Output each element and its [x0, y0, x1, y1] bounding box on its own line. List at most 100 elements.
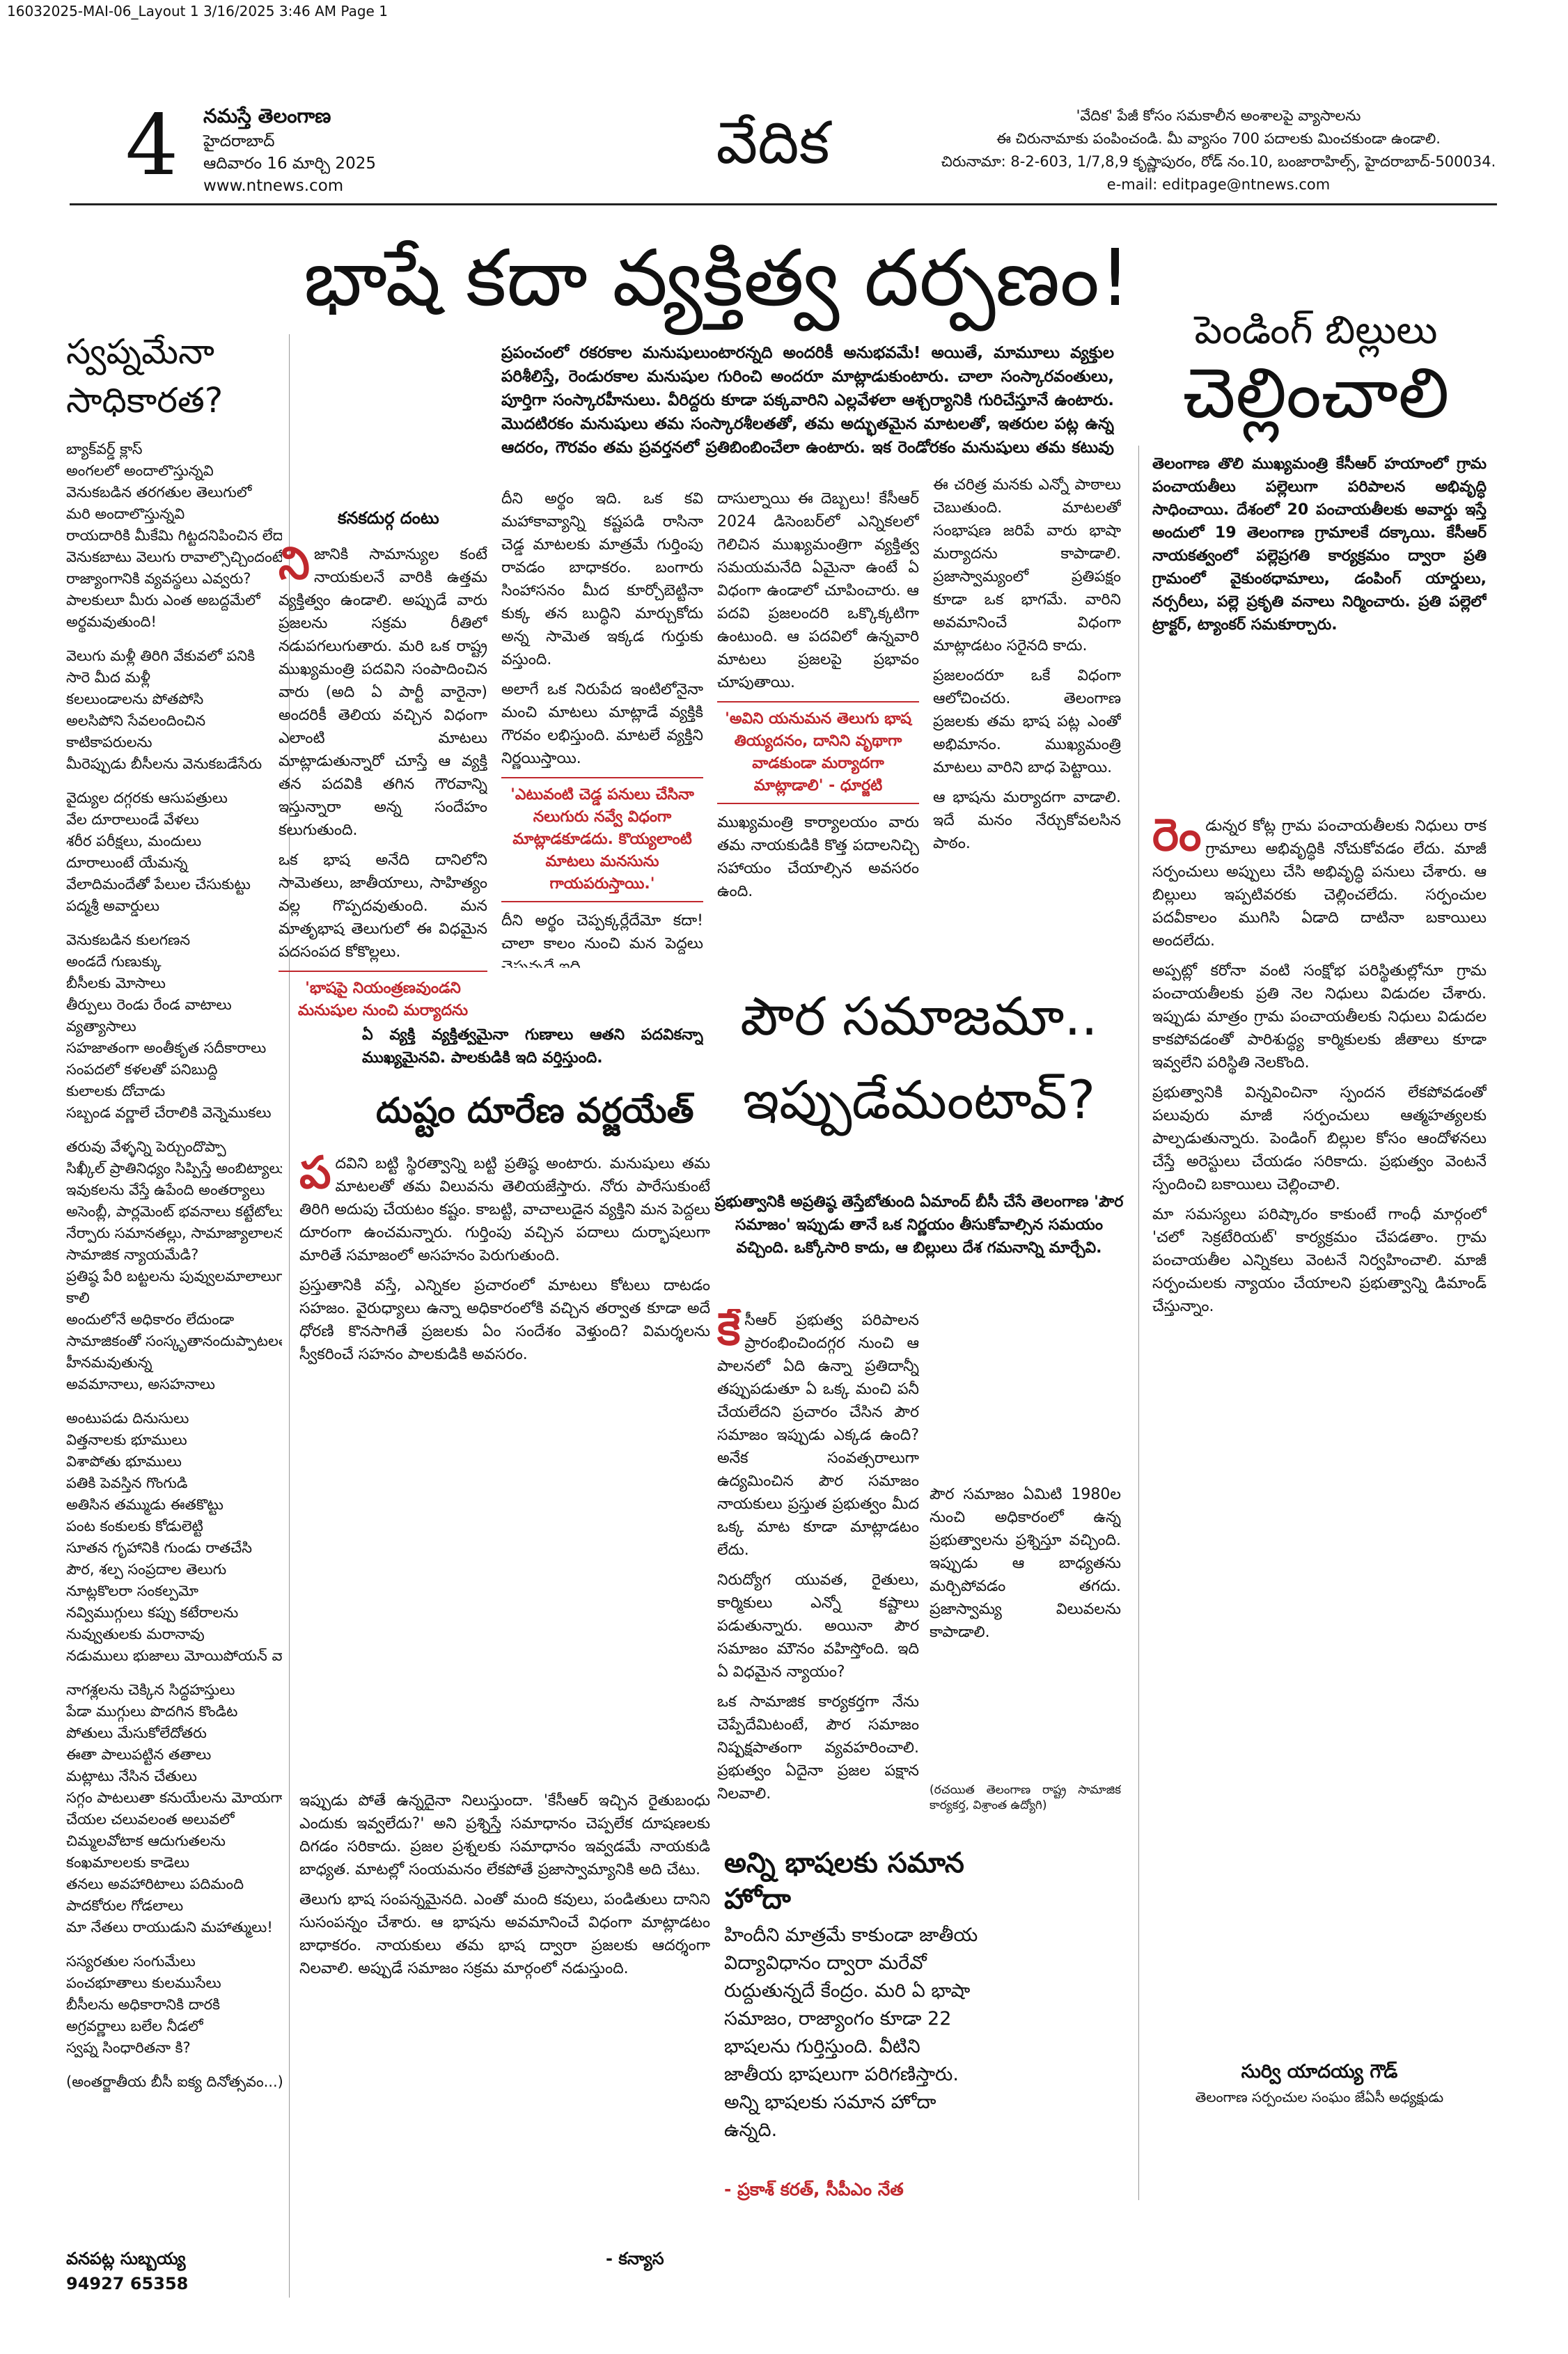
paragraph: దీని అర్థం చెప్పక్కర్లేదేమో కదా! చాలా కా…: [501, 912, 703, 968]
paper-name: నమస్తే తెలంగాణ: [203, 104, 331, 127]
paragraph: ఆ భాషను మర్యాదగా వాడాలి. ఇదే మనం నేర్చుక…: [933, 789, 1121, 852]
stanza: సస్యరతుల సంగుమేలు పంచభూతాలు కులముసేలు బీసీ…: [66, 1951, 282, 2059]
poem-line: తీర్పులు రెండు రేండ వాటాలు: [66, 996, 232, 1013]
poem-line: బ్యాక్‌వర్డ్ క్లాస్: [66, 441, 143, 457]
stanza: వెనుకబడిన కులగణన అండదే గుణుక్కు బీసీలకు మో…: [66, 929, 282, 1124]
poem-line: అవమానాలు, అసహనాలు: [66, 1376, 215, 1392]
poem-line: రాజ్యాంగానికి వ్యవస్థలు ఎవ్వరు?: [66, 570, 251, 587]
poem-line: కాటికాపరులను: [66, 734, 152, 751]
poem-author: వనపట్ల సుబ్బయ్య: [66, 2249, 186, 2268]
poem-line: కులాలకు దోచాడు: [66, 1083, 166, 1099]
poem-line: పోతులు మేసుకోలేదోతరు: [66, 1725, 207, 1741]
civil-headline: పౌర సమాజమా.. ఇప్పుడేమంటావ్?: [740, 985, 1098, 1131]
poem-line: పద్మశ్రీ అవార్డులు: [66, 897, 159, 914]
poem-line: చేయల చలువలంత అలువలో: [66, 1811, 235, 1828]
rule: [70, 203, 1497, 205]
pull-quote: 'అవిని యనుమన తెలుగు భాష తియ్యదనం, దానిని…: [717, 701, 919, 804]
poem-line: పంట కంకులకు కోడులెట్టి: [66, 1518, 203, 1535]
poem-line: అంటుపడు దినుసులు: [66, 1410, 189, 1427]
stanza: అంటుపడు దినుసులు విత్తనాలకు భూములు విశాపోత…: [66, 1408, 282, 1667]
paragraph: పదవిని బట్టి స్థిరత్వాన్ని బట్టి ప్రతిష్…: [299, 1152, 710, 1264]
poem-line: పౌర, శల్ప సంప్రదాల తెలుగు: [66, 1561, 227, 1578]
poem-line: నవ్విముగ్గులు కప్పు కటేరాలను: [66, 1604, 239, 1621]
poem-line: రాయదారికి మీకేమి గిట్టదనిపించిన లేదా: [66, 527, 282, 544]
poem-line: సంపదలో కళలతో పనిబుద్ది: [66, 1061, 218, 1078]
column-rule: [1138, 446, 1139, 2200]
box-body: హిందీని మాత్రమే కాకుండా జాతీయ విద్యావిధా…: [724, 1922, 982, 2172]
poem-line: సగ్గం పాటలుతా కనుయేలను మోయగా: [66, 1789, 282, 1806]
poem-line: అండదే గుణుక్కు: [66, 953, 162, 970]
poem: బ్యాక్‌వర్డ్ క్లాస్ అంగలలో అందాలొస్తున్నవ…: [66, 439, 282, 2200]
lead-intro: ప్రపంచంలో రకరకాల మనుషులుంటారన్నది అందరిక…: [501, 341, 1114, 460]
sidebar-author-role: తెలంగాణ సర్పంచుల సంఘం జేఏసీ అధ్యక్షుడు: [1195, 2089, 1444, 2105]
poem-line: అంగలలో అందాలొస్తున్నవి: [66, 462, 214, 479]
poem-line: సస్యరతుల సంగుమేలు: [66, 1953, 196, 1970]
paragraph: ఏ వ్యక్తి వ్యక్తిత్వమైనా గుణాలు ఆతని పదవ…: [362, 1026, 703, 1067]
paragraph: ఒక సామాజిక కార్యకర్తగా నేను చెప్పేదేమిటం…: [717, 1693, 919, 1803]
poem-line: వెనుకబడిన తరగతుల తెలుగులో: [66, 484, 252, 501]
poem-line: సామాజిక న్యాయమేడి?: [66, 1246, 199, 1263]
poem-line: బీసీలను అధికారానికి దారకి: [66, 1996, 220, 2013]
poem-line: సామాజికంతో సంస్కృతానందుప్పాటలతో: [66, 1333, 282, 1349]
feature-kicker: దుష్టం దూరేణ వర్జయేత్: [376, 1090, 694, 1131]
submission-notice: 'వేదిక' పేజీ కోసం సమకాలీన అంశాలపై వ్యాసా…: [933, 104, 1504, 196]
deck-text: ప్రభుత్వానికి అప్రతిష్ఠ తెస్తేబోతుంది ఏమ…: [714, 1193, 1124, 1257]
poem-line: విశాపోతు భూములు: [66, 1453, 182, 1470]
poem-line: మా నేతలు రాయుడుని మహాత్ములు!: [66, 1919, 273, 1936]
feature-column: ఇప్పుడు పోతే ఉన్నదైనా నిలుస్తుందా. 'కేసీ…: [299, 1789, 710, 2242]
poem-line: తనలు అవహారిటాలు పదిమంది: [66, 1876, 244, 1892]
headline: భాషే కదా వ్యక్తిత్వ దర్పణం!: [304, 233, 1131, 324]
poem-phone: 94927 65358: [66, 2274, 189, 2293]
notice-line: ఈ చిరునామాకు పంపించండి. మీ వ్యాసం 700 పద…: [996, 130, 1441, 147]
poem-line: తరువు వేళ్ళన్ని పెర్చుందొప్పా: [66, 1138, 226, 1155]
paragraph: ఇప్పుడు పోతే ఉన్నదైనా నిలుస్తుందా. 'కేసీ…: [299, 1792, 710, 1878]
sidebar-headline: చెల్లించాలి: [1182, 352, 1450, 434]
poem-line: పాదకోరుల గోడలాలు: [66, 1897, 184, 1914]
paragraph: అలాగే ఒక నిరుపేద ఇంటిలోనైనా మంచి మాటలు మ…: [501, 681, 703, 767]
date: ఆదివారం 16 మార్చి 2025: [203, 155, 376, 173]
pull-quote: 'భాషపై నియంత్రణవుండని మనుషుల నుంచి మర్యా…: [279, 971, 487, 1023]
box-text: హిందీని మాత్రమే కాకుండా జాతీయ విద్యావిధా…: [724, 1924, 978, 2141]
poem-line: కాలి: [66, 1289, 90, 1306]
poem-line: ఈతా పాలుపట్టిన తతాలు: [66, 1746, 212, 1763]
section-name: వేదిక: [716, 109, 830, 177]
poem-line: పాలకులూ మీరు ఎంత అబద్దమేలో: [66, 592, 260, 609]
stanza: వెలుగు మళ్లీ తిరిగి వేకువలో పనికి సారె మీ…: [66, 645, 282, 775]
civil-note: (రచయిత తెలంగాణ రాష్ట్ర సామాజిక కార్యకర్త…: [930, 1782, 1121, 1831]
poem-line: ప్రతిష్ఠ పేరి బట్టలను పువ్వులమాలాలుగా: [66, 1268, 282, 1285]
poem-line: సూతన గృహానికి గుండు రాతచేసి: [66, 1539, 252, 1556]
paragraph: దాసుల్నాయి ఈ దెబ్బలు! కేసీఆర్ 2024 డిసెం…: [717, 490, 919, 691]
civil-column: పౌర సమాజం ఏమిటి 1980ల నుంచి అధికారంలో ఉన…: [930, 1483, 1121, 1775]
poem-line: వైద్యుల దగ్గరకు ఆసుపత్రులు: [66, 790, 228, 806]
poem-line: కంఖమాలలకు కాడెలు: [66, 1854, 190, 1871]
poem-line: నేర్పారు సమానతల్లు, సామాజ్యాలాలను: [66, 1225, 282, 1241]
poem-line: మట్లాటు నేసిన చేతులు: [66, 1768, 197, 1784]
intro-text: ప్రపంచంలో రకరకాల మనుషులుంటారన్నది అందరిక…: [501, 344, 1114, 457]
paragraph: కేసీఆర్ ప్రభుత్వ పరిపాలన ప్రారంభించిందగ్…: [717, 1309, 919, 1559]
poem-line: అతిసిన తమ్ముడు ఈతకొట్టు: [66, 1496, 224, 1513]
poem-line: మీరెప్పుడు బీసీలను వెనుకబడేసేరు: [66, 755, 262, 772]
feature-column: పదవిని బట్టి స్థిరత్వాన్ని బట్టి ప్రతిష్…: [299, 1152, 710, 1779]
paragraph: రెండున్నర కోట్ల గ్రామ పంచాయతీలకు నిధులు …: [1152, 815, 1487, 950]
poem-line: పంచభూతాలు కులముసేలు: [66, 1975, 221, 1991]
lead-column: నిజానికి సామాన్యుల కంటే నాయకులనే వారికి …: [279, 543, 487, 1023]
poem-line: సారె మీద మళ్లీ: [66, 669, 150, 686]
feature-signoff: - కన్యాస: [606, 2249, 664, 2268]
paragraph: నిరుద్యోగ యువత, రైతులు, కార్మికులు ఎన్నో…: [717, 1571, 919, 1681]
poem-line: అందులోనే అధికారం లేదుండా: [66, 1311, 235, 1328]
stanza: బ్యాక్‌వర్డ్ క్లాస్ అంగలలో అందాలొస్తున్నవ…: [66, 439, 282, 633]
paragraph: దీని అర్థం ఇది. ఒక కవి మహాకావ్యాన్ని కష్…: [501, 490, 703, 668]
paragraph: నిజానికి సామాన్యుల కంటే నాయకులనే వారికి …: [279, 543, 487, 839]
notice-line: చిరునామా: 8-2-603, 1/7,8,9 కృష్ణాపురం, ర…: [941, 153, 1496, 170]
stanza: నాగశ్లలను చెక్కిన సిద్ధహస్తులు పేడా ముగ్గ…: [66, 1679, 282, 1938]
notice-line: 'వేదిక' పేజీ కోసం సమకాలీన అంశాలపై వ్యాసా…: [1076, 107, 1361, 124]
poem-line: అర్థమవుతుంది!: [66, 613, 157, 630]
poem-line: అలసిపోని సేవలందించిన: [66, 712, 206, 729]
stanza: తరువు వేళ్ళన్ని పెర్చుందొప్పా సిఖ్కీల్ ప్…: [66, 1136, 282, 1395]
print-line: 16032025-MAI-06_Layout 1 3/16/2025 3:46 …: [7, 3, 388, 19]
poem-line: వేల దూరాలుండే వేళలు: [66, 811, 199, 828]
poem-line: బీసీలకు మోసాలు: [66, 975, 166, 991]
civil-column: కేసీఆర్ ప్రభుత్వ పరిపాలన ప్రారంభించిందగ్…: [717, 1309, 919, 1824]
poem-line: వేలాదిమందేతో పేలుల చేసుకుట్టు: [66, 876, 251, 893]
